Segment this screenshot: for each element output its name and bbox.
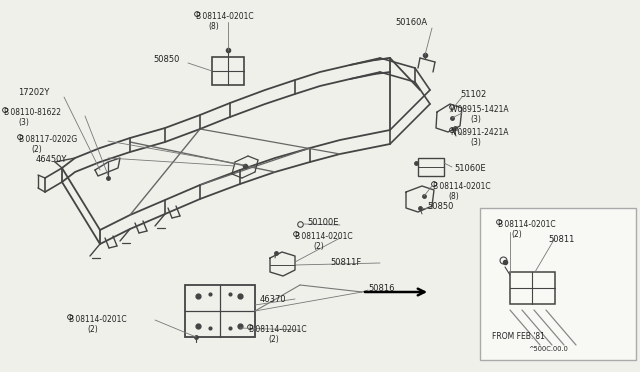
Text: (3): (3)	[470, 115, 481, 124]
Text: 08911-2421A: 08911-2421A	[454, 128, 508, 137]
Text: 50811: 50811	[548, 235, 574, 244]
Text: 08117-0202G: 08117-0202G	[22, 135, 77, 144]
Text: ^500C.00.0: ^500C.00.0	[528, 346, 568, 352]
Text: B: B	[3, 108, 8, 117]
Text: B: B	[294, 232, 299, 241]
Text: 17202Y: 17202Y	[18, 88, 49, 97]
Text: B: B	[432, 182, 437, 191]
Bar	[510, 272, 555, 304]
Text: (2): (2)	[268, 335, 279, 344]
Bar	[212, 57, 244, 85]
Text: 51102: 51102	[460, 90, 486, 99]
Text: 08110-81622: 08110-81622	[8, 108, 61, 117]
Text: 50816: 50816	[368, 284, 394, 293]
Text: FROM FEB.'81: FROM FEB.'81	[492, 332, 545, 341]
Text: (2): (2)	[511, 230, 522, 239]
Text: 50160A: 50160A	[395, 18, 427, 27]
Text: (3): (3)	[18, 118, 29, 127]
Text: 08114-0201C: 08114-0201C	[502, 220, 556, 229]
Text: B: B	[68, 315, 73, 324]
Text: 08114-0201C: 08114-0201C	[436, 182, 490, 191]
Bar	[418, 158, 444, 176]
Bar	[185, 285, 255, 337]
Text: (3): (3)	[470, 138, 481, 147]
Text: 51060E: 51060E	[454, 164, 486, 173]
Text: 50850: 50850	[427, 202, 453, 211]
Text: B: B	[248, 325, 253, 334]
Text: (8): (8)	[208, 22, 219, 31]
Text: 08114-0201C: 08114-0201C	[73, 315, 126, 324]
Text: (2): (2)	[87, 325, 98, 334]
Text: 08915-1421A: 08915-1421A	[454, 105, 508, 114]
Text: 46450Y: 46450Y	[36, 155, 67, 164]
Text: (2): (2)	[31, 145, 42, 154]
Text: B: B	[497, 220, 502, 229]
Text: B: B	[195, 12, 200, 21]
Text: B: B	[18, 135, 23, 144]
Text: 08114-0201C: 08114-0201C	[200, 12, 253, 21]
Text: (2): (2)	[313, 242, 324, 251]
Text: 50811F: 50811F	[330, 258, 361, 267]
Text: N: N	[450, 128, 456, 137]
Text: 08114-0201C: 08114-0201C	[253, 325, 307, 334]
Bar	[480, 208, 636, 360]
Text: 46370: 46370	[260, 295, 287, 304]
Text: 50850: 50850	[153, 55, 179, 64]
Text: 08114-0201C: 08114-0201C	[299, 232, 352, 241]
Text: W: W	[450, 105, 458, 114]
Text: 50100E: 50100E	[307, 218, 339, 227]
Text: (8): (8)	[448, 192, 459, 201]
